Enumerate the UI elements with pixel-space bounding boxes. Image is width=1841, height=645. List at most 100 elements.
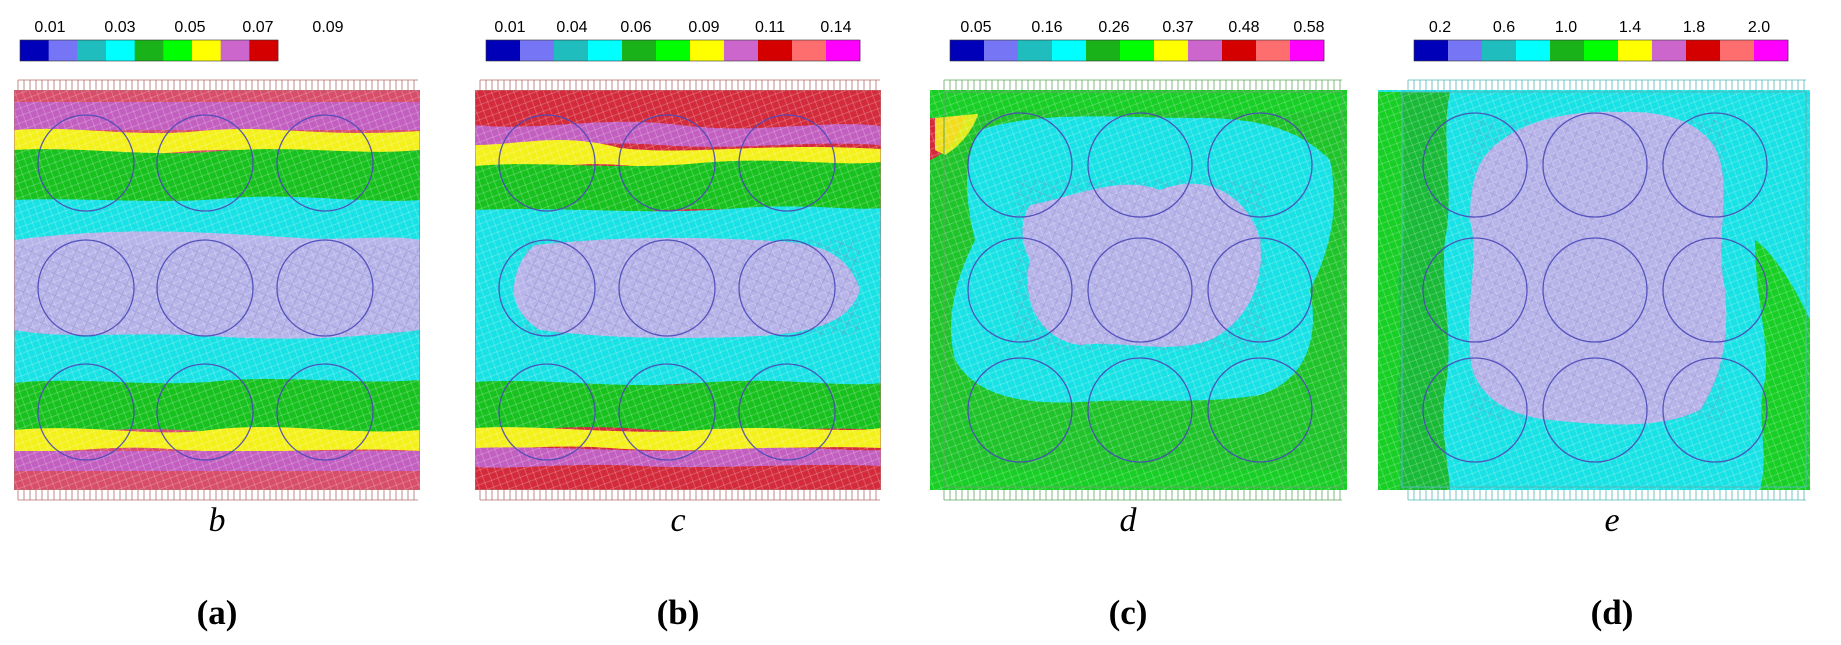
inclusion-ring — [1207, 112, 1313, 218]
scale-tick: 0.09 — [688, 19, 719, 36]
scale-swatch — [724, 40, 759, 61]
inclusion-ring — [156, 114, 254, 212]
inclusion-ring — [618, 114, 716, 212]
inclusion-ring — [967, 112, 1073, 218]
scale-swatch — [554, 40, 589, 61]
scale-swatch — [77, 40, 107, 61]
panel-a: 0.01 0.03 0.05 0.07 0.09 b (a) — [14, 19, 420, 632]
scale-swatch — [1052, 40, 1087, 61]
scale-swatch — [1018, 40, 1053, 61]
scale-swatch — [1154, 40, 1189, 61]
scale-swatch — [1584, 40, 1619, 61]
scale-swatch — [826, 40, 861, 61]
scale-swatch — [486, 40, 521, 61]
inclusion-ring — [37, 363, 135, 461]
scale-swatch — [792, 40, 827, 61]
scale-swatch — [20, 40, 49, 61]
inclusion-ring — [1542, 112, 1648, 218]
scale-swatch — [520, 40, 555, 61]
scale-swatch — [1652, 40, 1687, 61]
scale-tick: 0.37 — [1162, 19, 1193, 36]
scale-swatch — [588, 40, 623, 61]
scale-border — [19, 39, 279, 62]
color-scale-d: 0.2 0.6 1.0 1.4 1.8 2.0 — [1413, 19, 1789, 62]
inclusion-ring — [1662, 112, 1768, 218]
panel-b: 0.01 0.04 0.06 0.09 0.11 0.14 — [475, 19, 881, 632]
scale-swatch — [192, 40, 221, 61]
scale-swatch — [758, 40, 793, 61]
scale-tick: 0.11 — [755, 19, 785, 36]
inclusion-ring — [1542, 237, 1648, 343]
scale-tick: 0.04 — [556, 19, 587, 36]
inclusion-ring — [1207, 237, 1313, 343]
inclusion-ring — [618, 239, 716, 337]
scale-tick: 0.09 — [312, 19, 343, 36]
scale-swatch — [1222, 40, 1257, 61]
scale-swatch — [220, 40, 250, 61]
panel-subtitle: b — [209, 502, 226, 539]
inclusion-ring — [618, 363, 716, 461]
inclusion-ring — [738, 114, 836, 212]
scale-swatch — [1120, 40, 1155, 61]
scale-swatch — [656, 40, 691, 61]
inclusion-ring — [498, 114, 596, 212]
scale-tick: 0.58 — [1293, 19, 1324, 36]
scale-swatch — [1720, 40, 1755, 61]
inclusion-ring — [1087, 112, 1193, 218]
scale-swatch — [249, 40, 279, 61]
mesh-plot-b — [475, 90, 881, 490]
inclusion-ring — [37, 114, 135, 212]
inclusion-ring — [156, 363, 254, 461]
inclusion-ring — [1087, 237, 1193, 343]
scale-swatch — [984, 40, 1019, 61]
scale-swatch — [1290, 40, 1325, 61]
scale-swatch — [1516, 40, 1551, 61]
boundary-ticks-c — [943, 79, 1342, 501]
inclusion-ring — [498, 239, 596, 337]
scale-tick: 0.05 — [960, 19, 991, 36]
inclusion-ring — [967, 357, 1073, 463]
boundary-ticks-b — [479, 79, 880, 501]
inclusion-ring — [738, 363, 836, 461]
scale-swatch — [163, 40, 193, 61]
inclusion-ring — [156, 239, 254, 337]
inclusion-ring — [1207, 357, 1313, 463]
panel-caption: (d) — [1591, 593, 1634, 632]
scale-swatch — [1686, 40, 1721, 61]
panel-subtitle: c — [670, 502, 685, 539]
scale-swatch — [1618, 40, 1653, 61]
scale-swatch — [1414, 40, 1449, 61]
color-scale-c: 0.05 0.16 0.26 0.37 0.48 0.58 — [949, 19, 1325, 62]
boundary-ticks-d — [1407, 79, 1806, 501]
scale-tick: 0.06 — [620, 19, 651, 36]
scale-tick: 0.6 — [1493, 19, 1515, 36]
scale-tick: 0.05 — [174, 19, 205, 36]
inclusion-ring — [1422, 237, 1528, 343]
inclusion-ring — [276, 363, 374, 461]
color-scale-b: 0.01 0.04 0.06 0.09 0.11 0.14 — [485, 19, 861, 62]
scale-swatch — [622, 40, 657, 61]
scale-swatch — [1086, 40, 1121, 61]
scale-swatch — [1448, 40, 1483, 61]
panel-subtitle: e — [1604, 502, 1619, 539]
panel-caption: (a) — [197, 593, 238, 632]
inclusion-ring — [1662, 237, 1768, 343]
panel-caption: (c) — [1109, 593, 1148, 632]
scale-tick: 0.07 — [242, 19, 273, 36]
scale-tick: 0.48 — [1228, 19, 1259, 36]
scale-tick: 0.2 — [1429, 19, 1451, 36]
inclusion-ring — [1422, 112, 1528, 218]
inclusion-ring — [1542, 357, 1648, 463]
scale-border — [1413, 39, 1789, 62]
scale-swatch — [1482, 40, 1517, 61]
inclusion-ring — [498, 363, 596, 461]
scale-tick: 2.0 — [1748, 19, 1770, 36]
scale-swatch — [106, 40, 135, 61]
panel-c: 0.05 0.16 0.26 0.37 0.48 0.58 d (c) — [930, 19, 1347, 632]
scale-tick: 1.0 — [1555, 19, 1577, 36]
color-scale-a: 0.01 0.03 0.05 0.07 0.09 — [19, 19, 344, 62]
scale-tick: 0.14 — [820, 19, 851, 36]
inclusion-ring — [738, 239, 836, 337]
scale-swatch — [1256, 40, 1291, 61]
